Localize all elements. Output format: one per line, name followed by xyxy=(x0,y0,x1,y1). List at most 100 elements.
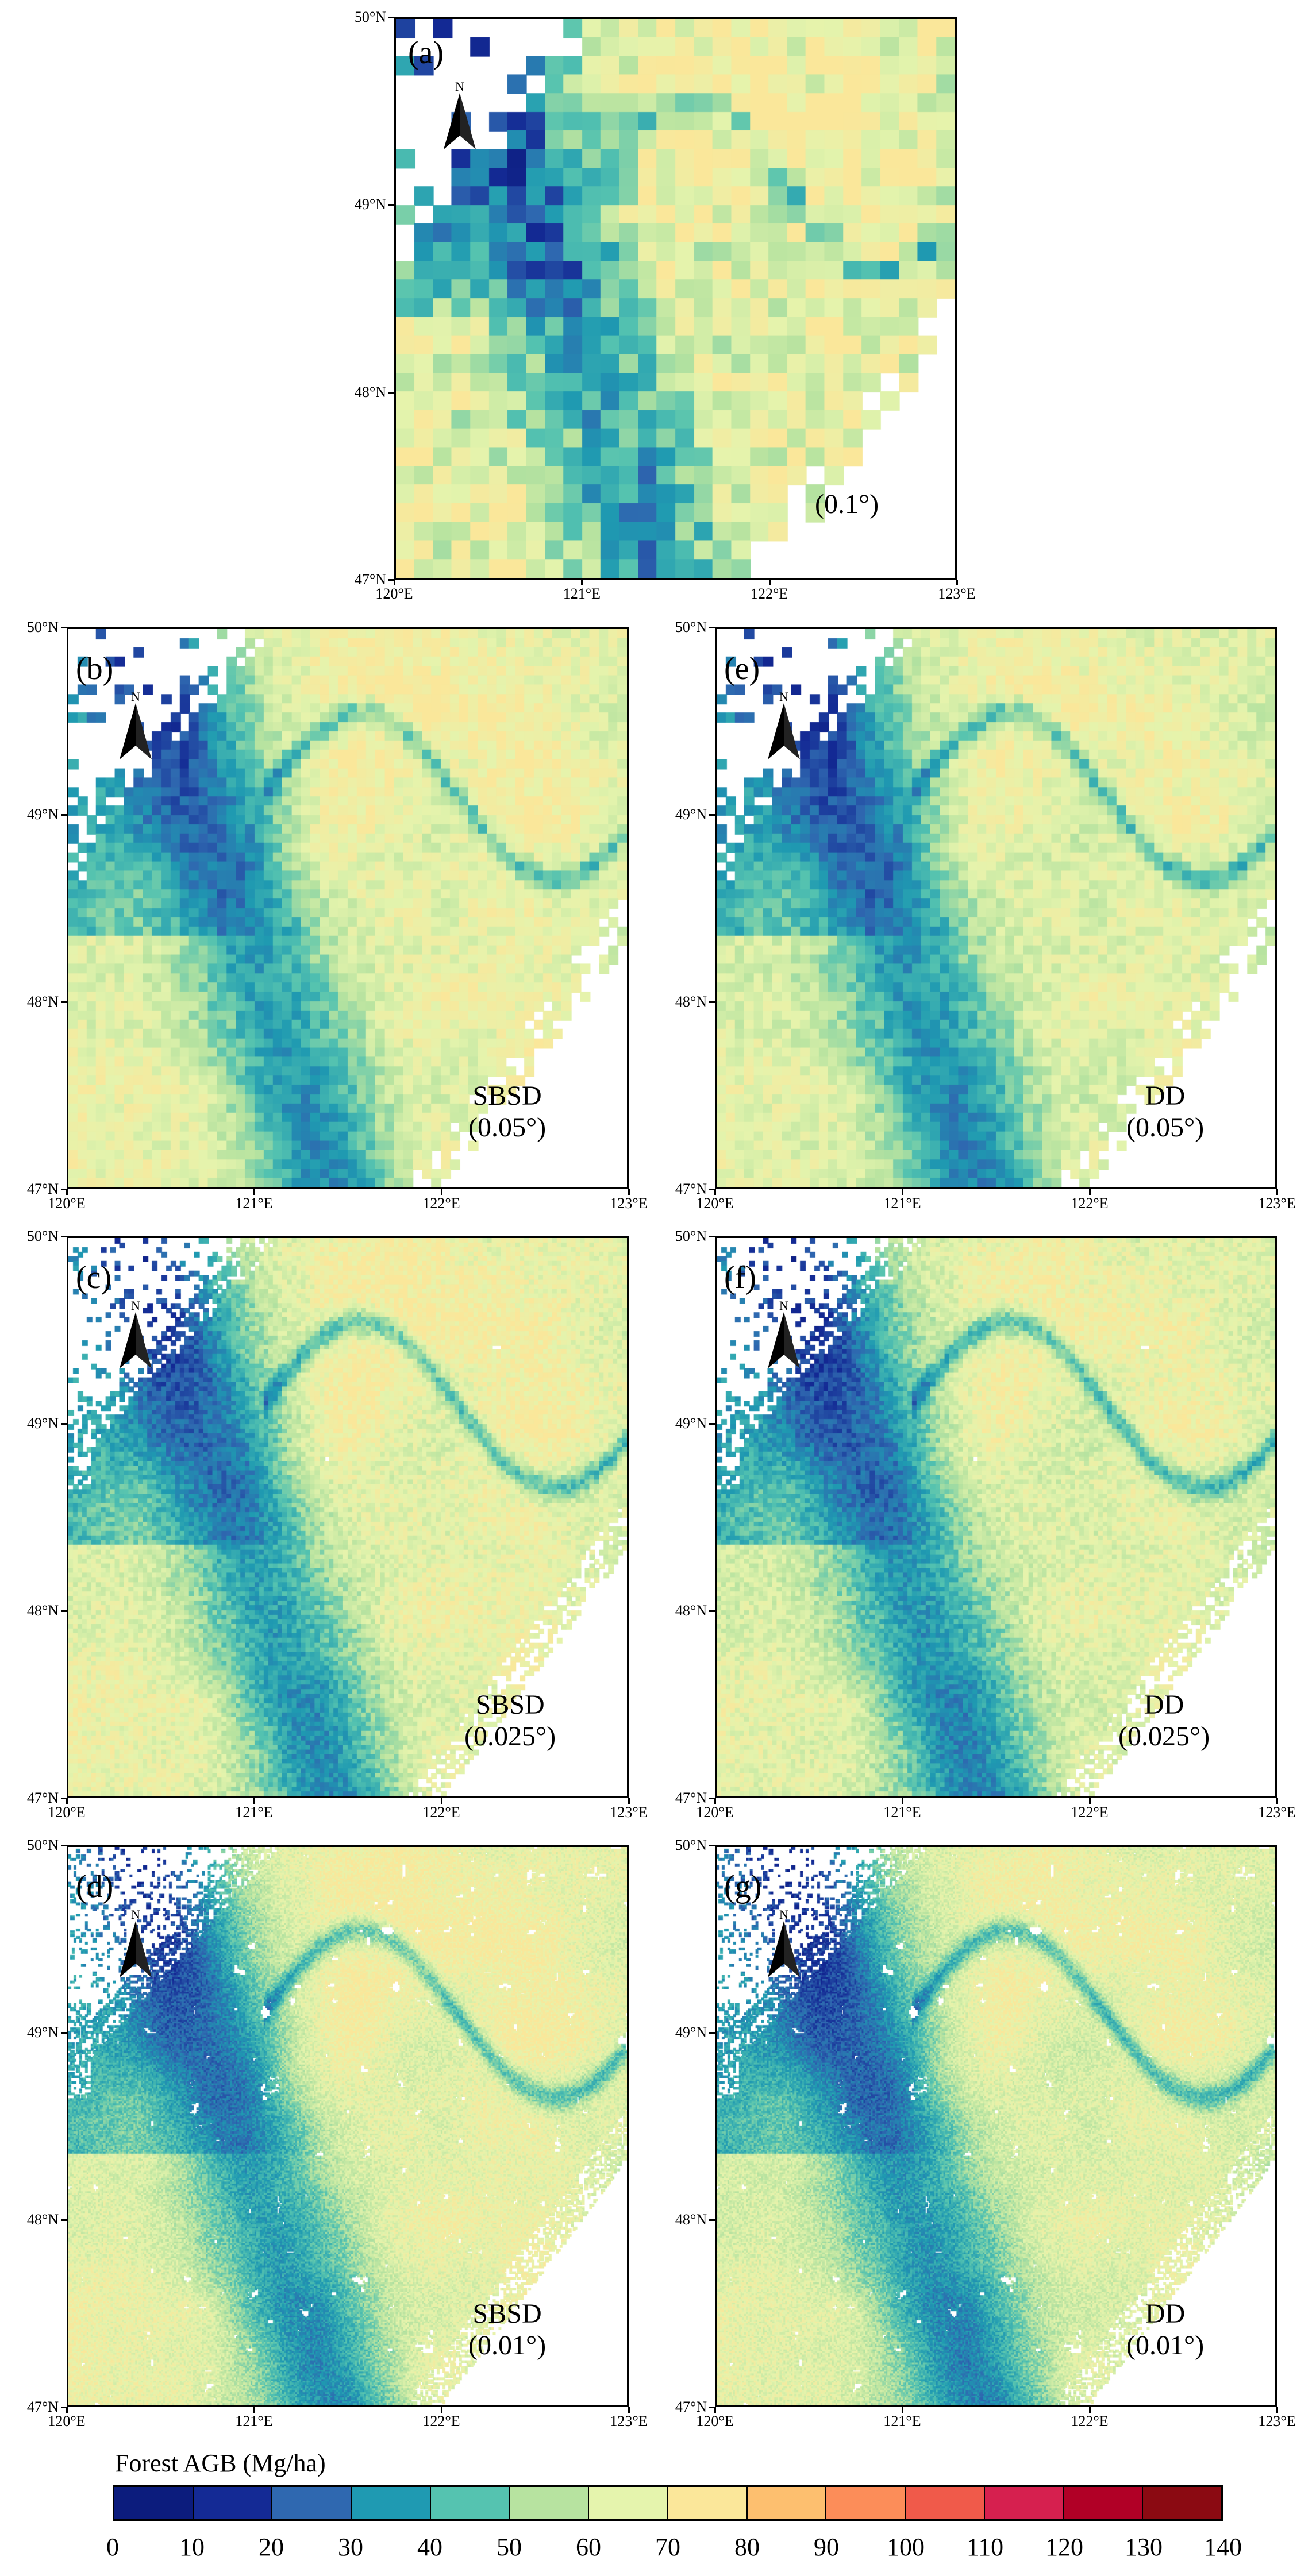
lat-tick-label: 50°N xyxy=(26,1837,59,1853)
colorbar-segment xyxy=(114,2487,194,2519)
north-arrow-icon: N xyxy=(764,1906,803,1984)
lat-tick-mark xyxy=(388,391,394,394)
resolution-value-b: (0.05°) xyxy=(468,1112,547,1143)
lon-tick-mark xyxy=(66,2407,68,2413)
lon-tick-label: 122°E xyxy=(1071,2413,1109,2430)
resolution-value-g: (0.01°) xyxy=(1126,2330,1205,2361)
lon-tick-label: 123°E xyxy=(938,585,976,602)
map-d xyxy=(67,1845,629,2407)
lat-tick-label: 50°N xyxy=(26,1228,59,1244)
lon-tick-label: 120°E xyxy=(48,1195,86,1212)
lat-tick-mark xyxy=(709,2219,715,2221)
lat-tick-label: 50°N xyxy=(354,9,386,25)
lat-tick-mark xyxy=(61,1189,67,1190)
north-letter: N xyxy=(779,689,788,704)
lon-tick-mark xyxy=(441,2407,442,2413)
lon-tick-label: 121°E xyxy=(563,585,601,602)
lon-tick-mark xyxy=(1089,2407,1091,2413)
lon-tick-label: 122°E xyxy=(422,2413,460,2430)
lon-tick-label: 123°E xyxy=(1258,1804,1296,1821)
north-arrow-icon: N xyxy=(764,688,803,766)
panel-label-c: (c) xyxy=(76,1260,112,1295)
lon-tick-mark xyxy=(768,580,771,585)
lat-tick-label: 49°N xyxy=(354,196,386,213)
resolution-label-f: DD (0.025°) xyxy=(1118,1689,1210,1752)
lon-tick-label: 122°E xyxy=(422,1195,460,1212)
lat-tick-label: 48°N xyxy=(26,2211,59,2228)
lon-tick-mark xyxy=(253,1798,255,1804)
resolution-value-d: (0.01°) xyxy=(468,2330,547,2361)
lat-tick-label: 47°N xyxy=(675,2398,707,2415)
method-label-c: SBSD xyxy=(475,1690,545,1720)
method-label-e: DD xyxy=(1145,1081,1186,1111)
lat-tick-mark xyxy=(61,814,67,816)
lon-tick-label: 122°E xyxy=(751,585,788,602)
colorbar-tick-label: 140 xyxy=(1204,2533,1242,2561)
lat-tick-mark xyxy=(388,17,394,18)
lat-tick-label: 47°N xyxy=(675,1790,707,1806)
colorbar-segment xyxy=(1064,2487,1144,2519)
lon-tick-mark xyxy=(902,2407,903,2413)
lat-tick-mark xyxy=(61,1845,67,1846)
colorbar-tick-label: 120 xyxy=(1045,2533,1083,2561)
lon-tick-mark xyxy=(628,2407,630,2413)
panel-label-b: (b) xyxy=(76,651,114,687)
lat-tick-label: 48°N xyxy=(675,2211,707,2228)
colorbar-tick-label: 30 xyxy=(338,2533,363,2561)
lon-tick-mark xyxy=(1276,2407,1278,2413)
lon-tick-mark xyxy=(253,2407,255,2413)
colorbar-tick-label: 60 xyxy=(576,2533,601,2561)
resolution-label-c: SBSD (0.025°) xyxy=(464,1689,556,1752)
colorbar-tick-label: 40 xyxy=(417,2533,442,2561)
colorbar-segment xyxy=(747,2487,827,2519)
lon-tick-label: 120°E xyxy=(696,1804,734,1821)
lat-tick-label: 47°N xyxy=(26,2398,59,2415)
lon-tick-label: 121°E xyxy=(883,1804,921,1821)
lat-tick-mark xyxy=(61,627,67,628)
lon-tick-label: 123°E xyxy=(610,2413,648,2430)
lon-tick-mark xyxy=(1089,1189,1091,1195)
lat-tick-label: 49°N xyxy=(26,806,59,823)
resolution-label-d: SBSD (0.01°) xyxy=(468,2298,546,2361)
colorbar-segment xyxy=(668,2487,748,2519)
north-letter: N xyxy=(131,1298,140,1313)
north-arrow-icon: N xyxy=(764,1297,803,1375)
lat-tick-mark xyxy=(61,2407,67,2408)
colorbar-tick-label: 70 xyxy=(655,2533,680,2561)
colorbar-tick-label: 80 xyxy=(734,2533,760,2561)
colorbar-segment xyxy=(193,2487,273,2519)
lat-tick-label: 47°N xyxy=(26,1181,59,1197)
lon-tick-mark xyxy=(714,2407,716,2413)
map-g xyxy=(715,1845,1277,2407)
method-label-d: SBSD xyxy=(472,2299,542,2329)
lat-tick-mark xyxy=(61,2032,67,2034)
panel-label-a: (a) xyxy=(408,35,444,71)
colorbar-segment xyxy=(352,2487,431,2519)
colorbar-title: Forest AGB (Mg/ha) xyxy=(115,2449,326,2477)
lon-tick-label: 121°E xyxy=(235,2413,273,2430)
lat-tick-mark xyxy=(709,1189,715,1190)
lon-tick-label: 120°E xyxy=(48,1804,86,1821)
map-a xyxy=(394,17,957,580)
lon-tick-label: 120°E xyxy=(696,2413,734,2430)
resolution-value-c: (0.025°) xyxy=(464,1721,556,1752)
lon-tick-mark xyxy=(66,1798,68,1804)
lon-tick-mark xyxy=(1089,1798,1091,1804)
north-letter: N xyxy=(131,1907,140,1922)
colorbar-segment xyxy=(589,2487,669,2519)
panel-label-e: (e) xyxy=(724,651,760,687)
lon-tick-mark xyxy=(581,580,583,585)
north-letter: N xyxy=(131,689,140,704)
colorbar-bar xyxy=(113,2485,1223,2521)
colorbar-segment xyxy=(510,2487,590,2519)
resolution-label-g: DD (0.01°) xyxy=(1126,2298,1204,2361)
lon-tick-label: 123°E xyxy=(610,1195,648,1212)
lon-tick-label: 123°E xyxy=(610,1804,648,1821)
lat-tick-label: 50°N xyxy=(26,619,59,635)
lon-tick-label: 120°E xyxy=(48,2413,86,2430)
colorbar-segment xyxy=(430,2487,510,2519)
lon-tick-mark xyxy=(628,1798,630,1804)
map-e xyxy=(715,627,1277,1189)
colorbar-segment xyxy=(984,2487,1064,2519)
lon-tick-label: 123°E xyxy=(1258,1195,1296,1212)
